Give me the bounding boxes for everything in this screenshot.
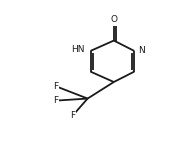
Text: F: F bbox=[53, 82, 58, 91]
Text: O: O bbox=[110, 15, 117, 24]
Text: F: F bbox=[70, 111, 76, 120]
Text: HN: HN bbox=[71, 45, 85, 54]
Text: N: N bbox=[139, 46, 145, 55]
Text: F: F bbox=[53, 96, 58, 105]
